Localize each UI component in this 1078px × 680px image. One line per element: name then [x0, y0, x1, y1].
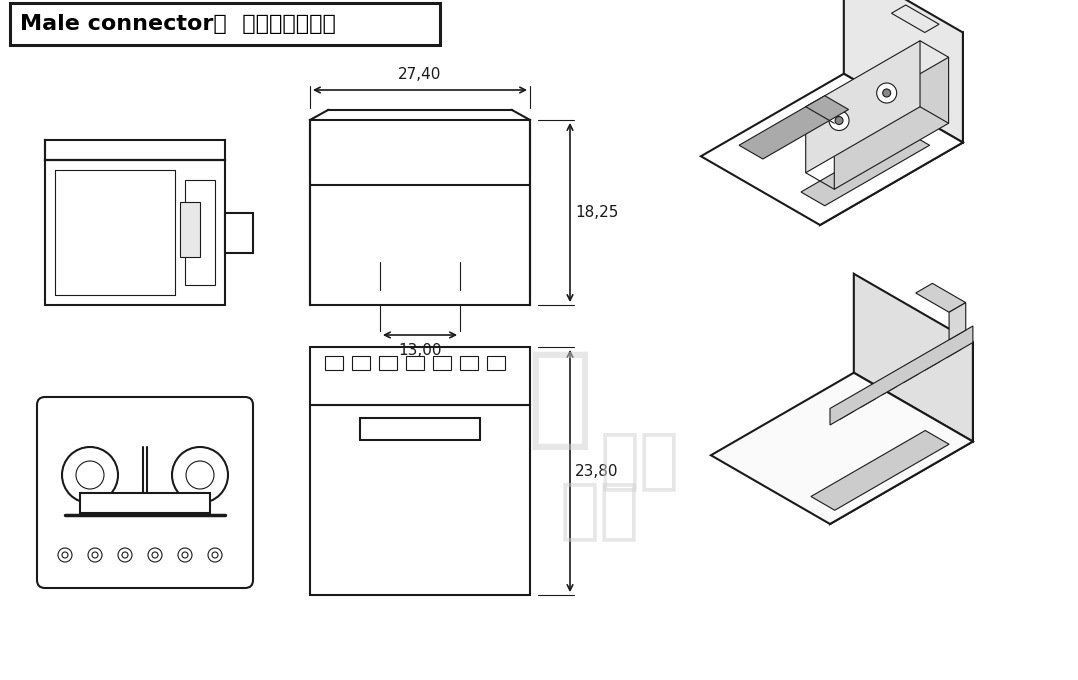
Polygon shape: [834, 57, 949, 189]
Text: Male connector：  （公头连接器）: Male connector： （公头连接器）: [20, 14, 336, 34]
Bar: [80, 493, 210, 513]
Circle shape: [186, 461, 215, 489]
Circle shape: [367, 141, 378, 154]
Polygon shape: [710, 373, 972, 524]
Circle shape: [122, 552, 128, 558]
Circle shape: [92, 552, 98, 558]
Circle shape: [212, 552, 218, 558]
Circle shape: [883, 89, 890, 97]
Circle shape: [88, 548, 102, 562]
Polygon shape: [861, 390, 875, 407]
Bar: [460, 356, 478, 370]
Polygon shape: [844, 0, 963, 143]
Text: 公司: 公司: [559, 477, 640, 543]
Polygon shape: [903, 366, 918, 382]
Circle shape: [358, 218, 402, 262]
Polygon shape: [925, 354, 940, 370]
Text: 有限: 有限: [600, 427, 680, 493]
Text: 18,25: 18,25: [575, 205, 619, 220]
Circle shape: [462, 141, 474, 154]
Circle shape: [178, 548, 192, 562]
Bar: [379, 356, 397, 370]
FancyBboxPatch shape: [37, 397, 253, 588]
Circle shape: [148, 548, 162, 562]
Circle shape: [835, 116, 843, 124]
Polygon shape: [840, 403, 854, 420]
Bar: [360, 418, 480, 440]
Bar: [406, 356, 424, 370]
Circle shape: [334, 141, 346, 154]
Circle shape: [118, 548, 132, 562]
Bar: [310, 405, 530, 595]
Circle shape: [377, 237, 383, 243]
Circle shape: [457, 237, 462, 243]
Bar: [185, 180, 215, 285]
Circle shape: [182, 552, 188, 558]
Polygon shape: [740, 96, 848, 159]
Polygon shape: [946, 341, 960, 358]
Circle shape: [450, 230, 470, 250]
Circle shape: [494, 141, 506, 154]
Circle shape: [63, 447, 118, 503]
Polygon shape: [883, 378, 897, 395]
Circle shape: [430, 141, 442, 154]
Circle shape: [172, 447, 229, 503]
Polygon shape: [830, 343, 972, 524]
Polygon shape: [949, 303, 966, 340]
Circle shape: [370, 230, 390, 250]
Polygon shape: [854, 274, 972, 441]
Circle shape: [152, 552, 158, 558]
Circle shape: [876, 83, 897, 103]
Circle shape: [63, 552, 68, 558]
Bar: [310, 120, 530, 305]
Bar: [433, 356, 451, 370]
Circle shape: [58, 548, 72, 562]
Polygon shape: [830, 326, 972, 425]
Bar: [180, 202, 201, 257]
Polygon shape: [820, 33, 963, 225]
Bar: [487, 356, 505, 370]
Circle shape: [438, 218, 482, 262]
Bar: [225, 213, 253, 253]
Bar: [45, 160, 225, 305]
Polygon shape: [801, 131, 929, 206]
Bar: [10, 3, 440, 45]
Text: 23,80: 23,80: [575, 464, 619, 479]
Polygon shape: [915, 284, 966, 312]
Circle shape: [829, 110, 849, 131]
Bar: [353, 356, 370, 370]
Circle shape: [208, 548, 222, 562]
Polygon shape: [805, 41, 920, 173]
Text: 泰: 泰: [527, 347, 593, 454]
Polygon shape: [811, 430, 949, 510]
Bar: [324, 356, 343, 370]
Text: 13,00: 13,00: [398, 343, 442, 358]
Circle shape: [398, 141, 410, 154]
Text: 27,40: 27,40: [398, 67, 442, 82]
Polygon shape: [892, 5, 939, 33]
Bar: [310, 347, 530, 405]
Circle shape: [77, 461, 103, 489]
Polygon shape: [701, 73, 963, 225]
